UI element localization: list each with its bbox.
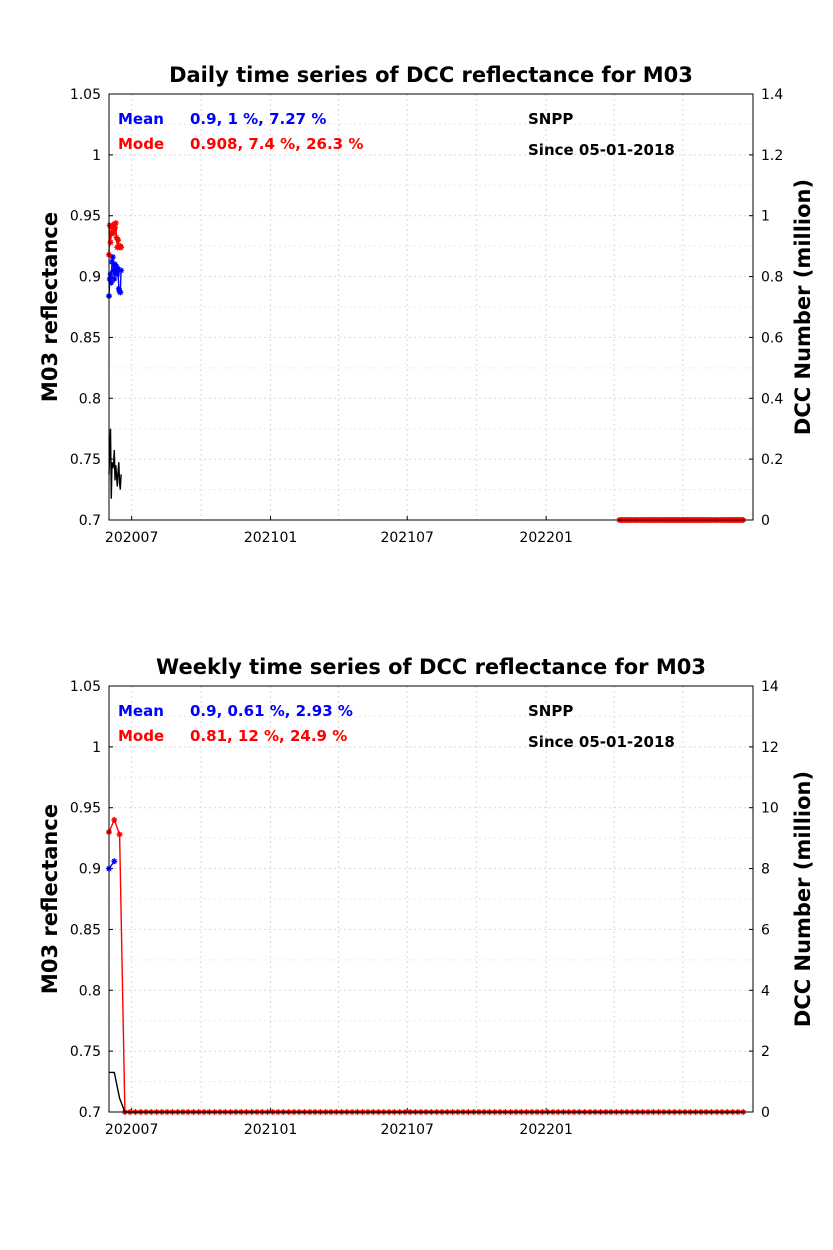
y-axis-label: M03 reflectance xyxy=(38,804,62,994)
series-mean-point xyxy=(109,254,116,261)
y-tick-label: 0.8 xyxy=(79,391,101,407)
y-tick-label: 0.7 xyxy=(79,513,101,529)
series-mean-point xyxy=(117,289,124,296)
x-tick-label: 202007 xyxy=(105,530,158,546)
series-mode-point xyxy=(112,224,119,231)
series-mean-point xyxy=(111,276,118,283)
series-mean-point xyxy=(112,261,119,268)
x-tick-label: 202107 xyxy=(380,530,433,546)
satellite-label: SNPP xyxy=(528,110,573,128)
series-mean-point xyxy=(114,271,121,278)
y-axis-label: M03 reflectance xyxy=(38,212,62,402)
y-tick-label: 0.85 xyxy=(70,922,101,938)
x-tick-label: 202201 xyxy=(519,530,572,546)
y2-tick-label: 1.2 xyxy=(761,148,783,164)
series-mean-point xyxy=(113,263,120,270)
y2-tick-label: 0.6 xyxy=(761,330,783,346)
y2-tick-label: 0 xyxy=(761,1105,770,1121)
y-tick-label: 0.95 xyxy=(70,209,101,225)
y-tick-label: 0.75 xyxy=(70,1044,101,1060)
y-tick-label: 1 xyxy=(92,740,101,756)
y2-tick-label: 1.4 xyxy=(761,87,783,103)
chart-panel-daily: 0.7 0.75 0.8 0.85 0.9 0.95 1 1.05 0 0.2 0.4 0.6 0.8 1… xyxy=(38,63,815,546)
x-tick-label: 202101 xyxy=(244,1122,297,1138)
y2-tick-label: 0.8 xyxy=(761,270,783,286)
chart-title: Daily time series of DCC reflectance for… xyxy=(169,63,693,87)
y-tick-label: 0.75 xyxy=(70,452,101,468)
mean-value: 0.9, 0.61 %, 2.93 % xyxy=(190,702,353,720)
y2-tick-label: 1 xyxy=(761,209,770,225)
series-mean-point xyxy=(107,271,114,278)
plot-frame-top xyxy=(108,685,754,1113)
x-tick-label: 202007 xyxy=(105,1122,158,1138)
y2-tick-label: 14 xyxy=(761,679,779,695)
y2-axis-label: DCC Number (million) xyxy=(791,179,815,435)
series-mode-line xyxy=(108,818,744,1113)
series-mode-point xyxy=(106,222,113,229)
mode-value: 0.908, 7.4 %, 26.3 % xyxy=(190,135,363,153)
series-mean-point xyxy=(106,276,113,283)
mode-label: Mode xyxy=(118,135,164,153)
plot-frame-top xyxy=(108,93,754,521)
y-tick-label: 1.05 xyxy=(70,87,101,103)
chart-title: Weekly time series of DCC reflectance fo… xyxy=(156,655,706,679)
series-mode-point xyxy=(111,816,118,823)
series-mode-point xyxy=(110,229,117,236)
y-tick-label: 0.7 xyxy=(79,1105,101,1121)
x-tick-label: 202107 xyxy=(380,1122,433,1138)
y-tick-label: 1 xyxy=(92,148,101,164)
series-mean-point xyxy=(110,267,117,274)
series-mean-point xyxy=(112,268,119,275)
mean-label: Mean xyxy=(118,702,164,720)
y2-axis-label: DCC Number (million) xyxy=(791,771,815,1027)
since-label: Since 05-01-2018 xyxy=(528,733,675,751)
series-mean-point xyxy=(115,285,122,292)
series-dcc-number-line xyxy=(108,428,122,499)
mode-value: 0.81, 12 %, 24.9 % xyxy=(190,727,347,745)
series-mode-point xyxy=(112,220,119,227)
series-mean-point xyxy=(109,258,116,265)
series-mean-point xyxy=(115,266,122,273)
satellite-label: SNPP xyxy=(528,702,573,720)
y2-tick-label: 8 xyxy=(761,862,770,878)
y-tick-label: 1.05 xyxy=(70,679,101,695)
y2-tick-label: 10 xyxy=(761,801,779,817)
series-mode-point xyxy=(116,831,123,838)
series-mean-point xyxy=(111,858,118,865)
y-tick-label: 0.9 xyxy=(79,270,101,286)
mode-label: Mode xyxy=(118,727,164,745)
x-tick-label: 202101 xyxy=(244,530,297,546)
y-tick-label: 0.9 xyxy=(79,862,101,878)
mean-label: Mean xyxy=(118,110,164,128)
y2-tick-label: 0.2 xyxy=(761,452,783,468)
y2-tick-label: 2 xyxy=(761,1044,770,1060)
series-mode-point xyxy=(108,230,115,237)
y-tick-label: 0.95 xyxy=(70,801,101,817)
y2-tick-label: 0.4 xyxy=(761,391,783,407)
y2-tick-label: 4 xyxy=(761,983,770,999)
since-label: Since 05-01-2018 xyxy=(528,141,675,159)
y2-tick-label: 0 xyxy=(761,513,770,529)
series-mode-point xyxy=(115,237,122,244)
mean-value: 0.9, 1 %, 7.27 % xyxy=(190,110,326,128)
series-mode-point xyxy=(107,239,114,246)
y2-tick-label: 12 xyxy=(761,740,779,756)
series-mode-point xyxy=(113,234,120,241)
y-tick-label: 0.85 xyxy=(70,330,101,346)
series-mode-point xyxy=(118,244,125,251)
series-dcc-number-line xyxy=(109,1071,744,1113)
y2-tick-label: 6 xyxy=(761,922,770,938)
x-tick-label: 202201 xyxy=(519,1122,572,1138)
y-tick-label: 0.8 xyxy=(79,983,101,999)
series-mean-point xyxy=(118,267,125,274)
chart-panel-weekly: 0.7 0.75 0.8 0.85 0.9 0.95 1 1.05 0 2 4 6 8 10 12 14 202… xyxy=(38,655,815,1138)
series-mean-point xyxy=(108,279,115,286)
